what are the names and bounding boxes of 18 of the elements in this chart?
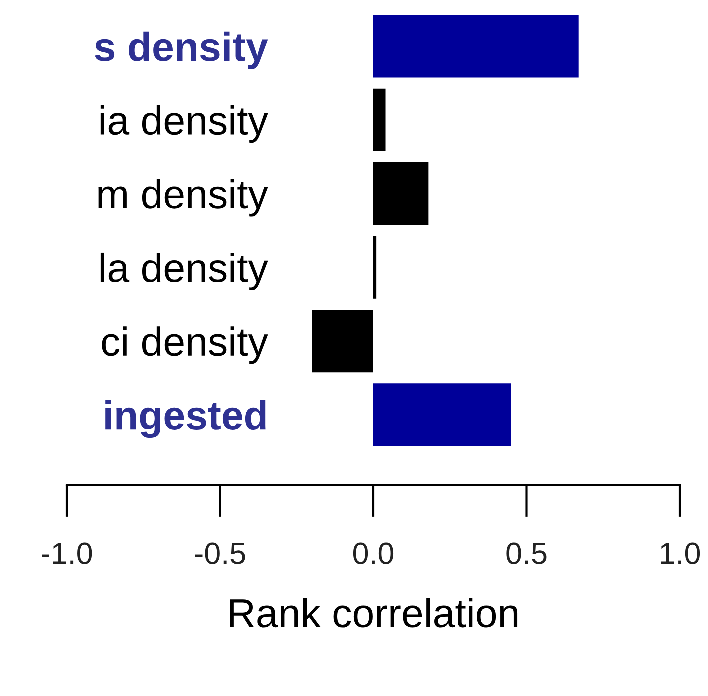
x-axis-title: Rank correlation: [230, 598, 518, 628]
y-tick-label: m density: [98, 179, 268, 217]
bar: [374, 15, 579, 78]
bar: [374, 384, 512, 446]
bar: [374, 162, 429, 226]
x-tick-label: -0.5: [195, 542, 246, 564]
bar: [374, 88, 386, 152]
x-tick-label: -1.0: [42, 542, 92, 564]
y-tick-label: ci density: [102, 326, 268, 364]
y-tick-label: s density: [95, 32, 268, 70]
x-tick-label: 0.5: [506, 542, 547, 564]
y-tick-label: la density: [100, 252, 268, 291]
y-tick-label: ia density: [100, 106, 268, 144]
x-tick-label: 1.0: [661, 542, 700, 564]
bar: [312, 310, 374, 373]
bar: [374, 236, 377, 299]
y-tick-label: ingested: [106, 400, 266, 438]
x-tick-label: 0.0: [353, 542, 394, 564]
